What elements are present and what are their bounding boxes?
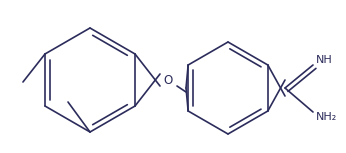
Text: O: O <box>163 73 173 86</box>
Text: NH₂: NH₂ <box>316 112 337 122</box>
Text: NH: NH <box>316 55 333 65</box>
